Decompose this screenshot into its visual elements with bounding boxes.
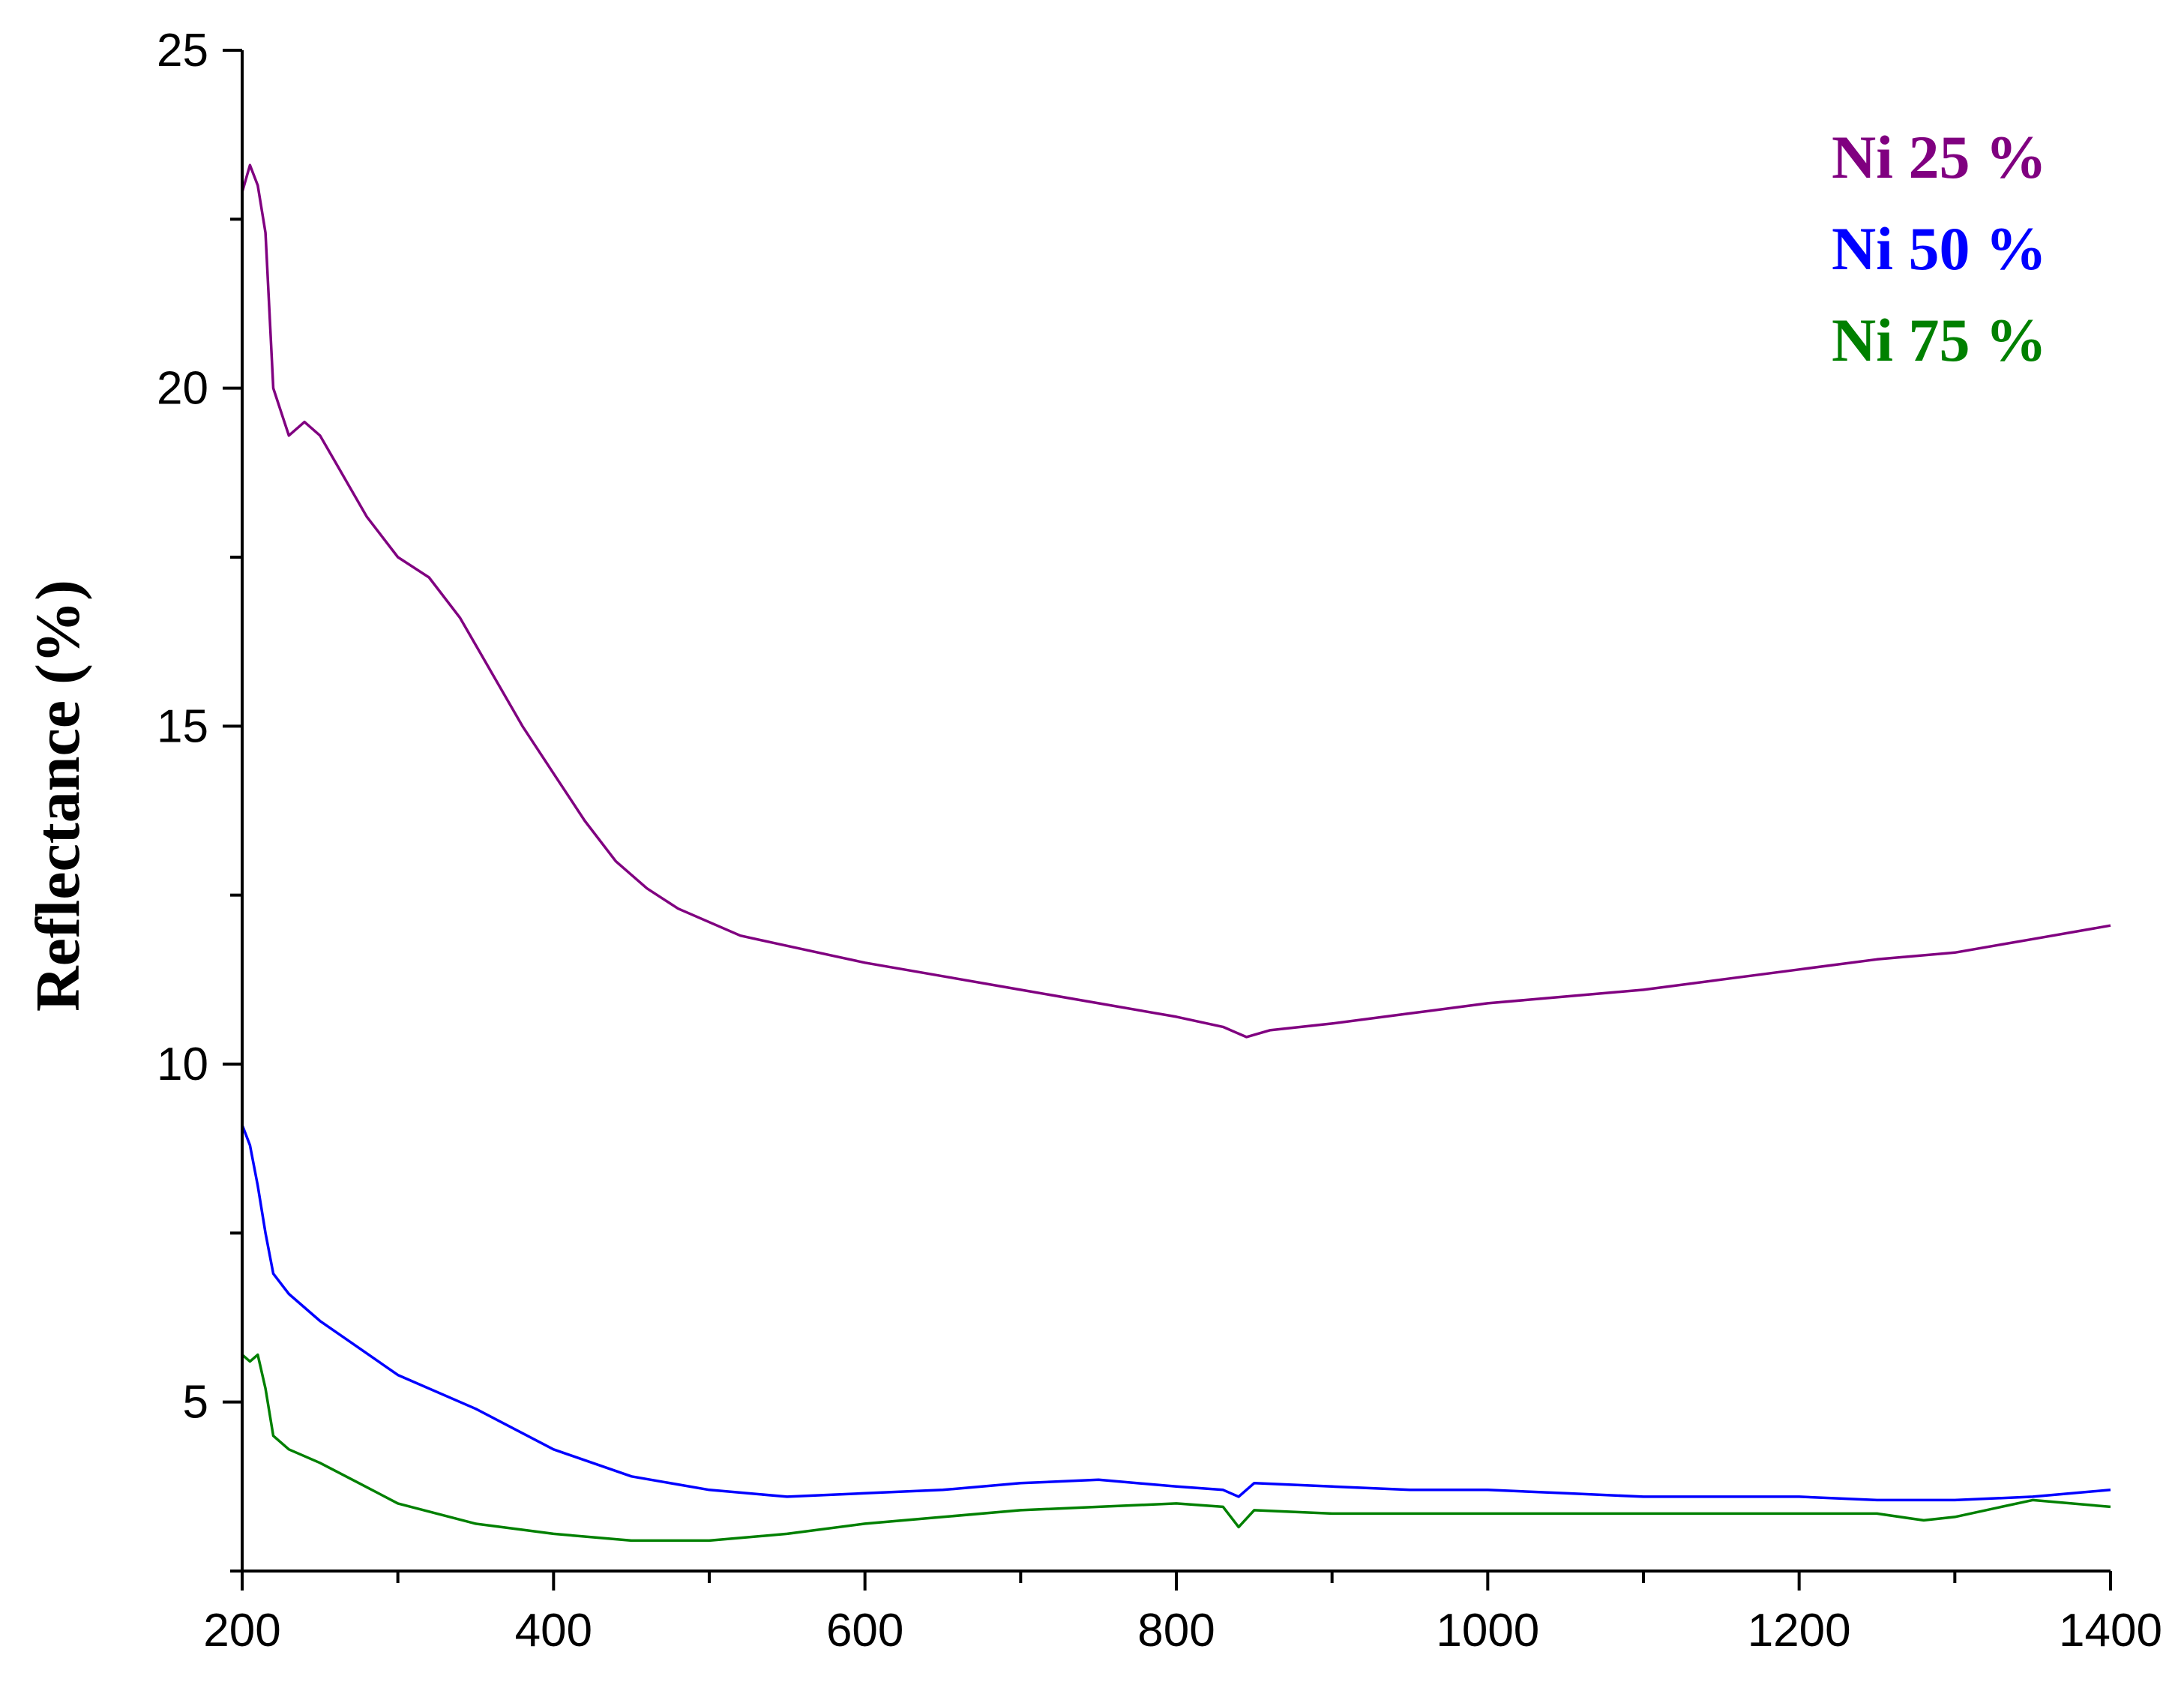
plot-frame [241, 50, 2111, 1573]
x-tick-label: 1000 [1436, 1605, 1539, 1657]
x-axis-ticks [241, 1571, 2112, 1591]
y-axis-ticks [223, 49, 242, 1573]
plot-lines [241, 163, 2111, 1543]
series-line-2 [241, 1124, 2111, 1502]
legend: Ni 25 % Ni 50 % Ni 75 % [1832, 123, 2047, 374]
legend-entry: Ni 75 % [1832, 306, 2047, 374]
x-tick-label: 800 [1137, 1605, 1215, 1657]
y-axis-title: Reflectance (%) [23, 580, 93, 1012]
x-tick-label: 1200 [1748, 1605, 1851, 1657]
y-tick-label: 10 [157, 1039, 208, 1090]
legend-entry: Ni 25 % [1832, 123, 2047, 191]
y-tick-label: 25 [157, 25, 208, 76]
y-tick-label: 20 [157, 363, 208, 415]
x-tick-label: 600 [826, 1605, 903, 1657]
y-tick-label: 15 [157, 700, 208, 752]
y-axis-tick-labels: 5 10 15 20 25 [157, 25, 208, 1429]
x-tick-label: 400 [515, 1605, 592, 1657]
y-tick-label: 5 [183, 1377, 208, 1429]
x-tick-label: 200 [203, 1605, 280, 1657]
x-axis-tick-labels: 200 400 600 800 1000 1200 1400 [203, 1605, 2162, 1657]
x-tick-label: 1400 [2059, 1605, 2162, 1657]
series-line-3 [241, 1353, 2111, 1543]
legend-entry: Ni 50 % [1832, 214, 2047, 283]
series-line-1 [241, 163, 2111, 1039]
